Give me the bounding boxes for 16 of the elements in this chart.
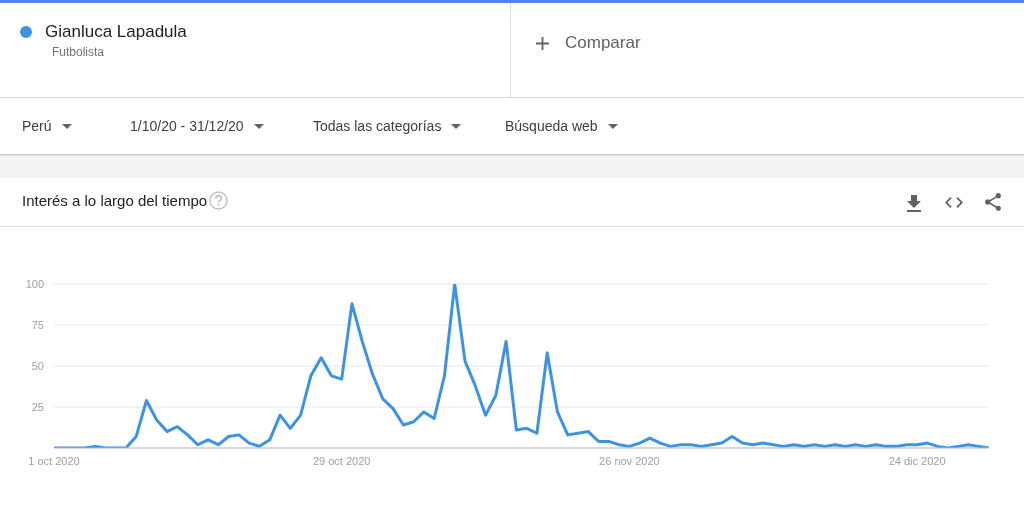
text: Comparar — [565, 33, 641, 53]
y-tick-label: 50 — [31, 359, 44, 372]
x-tick-label: 1 oct 2020 — [28, 454, 80, 467]
legend-label: Gianluca Lapadula — [45, 22, 187, 42]
text: Futbolista — [52, 45, 105, 59]
y-tick-label: 25 — [31, 400, 44, 413]
chart-title: Interés a lo largo del tiempo — [22, 192, 208, 209]
x-tick-label: 29 oct 2020 — [312, 454, 371, 467]
y-tick-label: 75 — [31, 318, 44, 331]
text: Búsqueda web — [505, 118, 598, 134]
x-tick-label: 24 dic 2020 — [888, 454, 946, 467]
y-tick-label: 100 — [25, 277, 44, 290]
text: Todas las categorías — [313, 118, 442, 134]
x-tick-label: 26 nov 2020 — [599, 454, 660, 467]
text: Perú — [22, 118, 52, 134]
text: 1/10/20 - 31/12/20 — [130, 118, 244, 134]
